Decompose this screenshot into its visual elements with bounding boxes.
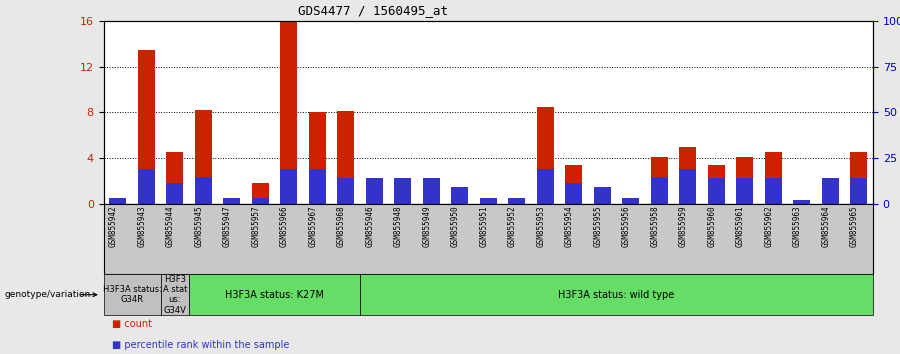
Bar [109,200,126,204]
Text: GSM855962: GSM855962 [764,205,773,247]
Bar [793,200,810,204]
Bar [793,201,810,204]
Bar [309,169,326,204]
Text: GSM855954: GSM855954 [565,205,574,247]
Text: ■ percentile rank within the sample: ■ percentile rank within the sample [112,340,290,350]
Text: H3F3A status:
G34R: H3F3A status: G34R [103,285,161,304]
Bar [280,169,297,204]
Text: GSM855951: GSM855951 [480,205,489,247]
Bar [252,183,269,204]
Bar [651,157,668,204]
Bar [309,113,326,204]
Text: GSM855968: GSM855968 [337,205,346,247]
Bar [252,198,269,204]
Bar [166,183,184,204]
Bar [194,177,212,204]
Bar [680,147,697,204]
Text: GSM855967: GSM855967 [309,205,318,247]
Text: GSM855956: GSM855956 [622,205,631,247]
Text: GSM855958: GSM855958 [650,205,659,247]
Text: GSM855944: GSM855944 [166,205,175,247]
Text: GSM855964: GSM855964 [822,205,831,247]
Bar [594,187,611,204]
Bar [850,178,868,204]
Bar [508,200,526,204]
Text: GSM855943: GSM855943 [137,205,146,247]
Bar [622,198,639,204]
Bar [480,198,497,204]
Bar [651,177,668,204]
Text: GSM855949: GSM855949 [422,205,431,247]
Bar [451,198,468,204]
Text: GSM855957: GSM855957 [251,205,260,247]
Bar [423,178,440,204]
Bar [822,181,839,204]
Text: ■ count: ■ count [112,319,152,329]
Bar [565,183,582,204]
Text: H3F3
A stat
us:
G34V: H3F3 A stat us: G34V [163,275,187,315]
Text: GSM855948: GSM855948 [394,205,403,247]
Bar [138,50,155,204]
Text: GSM855961: GSM855961 [736,205,745,247]
Bar [680,169,697,204]
Text: GSM855950: GSM855950 [451,205,460,247]
Bar [707,178,724,204]
Bar [536,107,554,204]
Bar [394,178,411,204]
Bar [536,169,554,204]
Text: GSM855947: GSM855947 [223,205,232,247]
Bar [707,165,724,204]
Bar [280,21,297,204]
Bar [223,199,240,204]
Text: GDS4477 / 1560495_at: GDS4477 / 1560495_at [298,4,448,17]
Text: GSM855959: GSM855959 [679,205,688,247]
Bar [365,178,382,204]
Bar [138,169,155,204]
Bar [594,191,611,204]
Text: GSM855942: GSM855942 [109,205,118,247]
Bar [194,110,212,204]
Bar [166,152,184,204]
Bar [423,179,440,204]
Text: GSM855946: GSM855946 [365,205,374,247]
Bar [338,111,355,204]
Text: GSM855952: GSM855952 [508,205,517,247]
Text: GSM855963: GSM855963 [793,205,802,247]
Text: genotype/variation: genotype/variation [4,290,91,299]
Bar [822,178,839,204]
Bar [850,152,868,204]
Text: GSM855953: GSM855953 [536,205,545,247]
Bar [451,187,468,204]
Text: GSM855955: GSM855955 [593,205,602,247]
Bar [508,198,526,204]
Text: GSM855965: GSM855965 [850,205,859,247]
Bar [736,178,753,204]
Bar [622,198,639,204]
Bar [109,198,126,204]
Text: GSM855960: GSM855960 [707,205,716,247]
Bar [736,157,753,204]
Bar [223,198,240,204]
Text: H3F3A status: wild type: H3F3A status: wild type [558,290,675,300]
Bar [765,178,782,204]
Bar [765,152,782,204]
Text: GSM855945: GSM855945 [194,205,203,247]
Bar [338,178,355,204]
Bar [365,183,382,204]
Text: GSM855966: GSM855966 [280,205,289,247]
Bar [565,165,582,204]
Bar [394,182,411,204]
Text: H3F3A status: K27M: H3F3A status: K27M [225,290,324,300]
Bar [480,200,497,204]
